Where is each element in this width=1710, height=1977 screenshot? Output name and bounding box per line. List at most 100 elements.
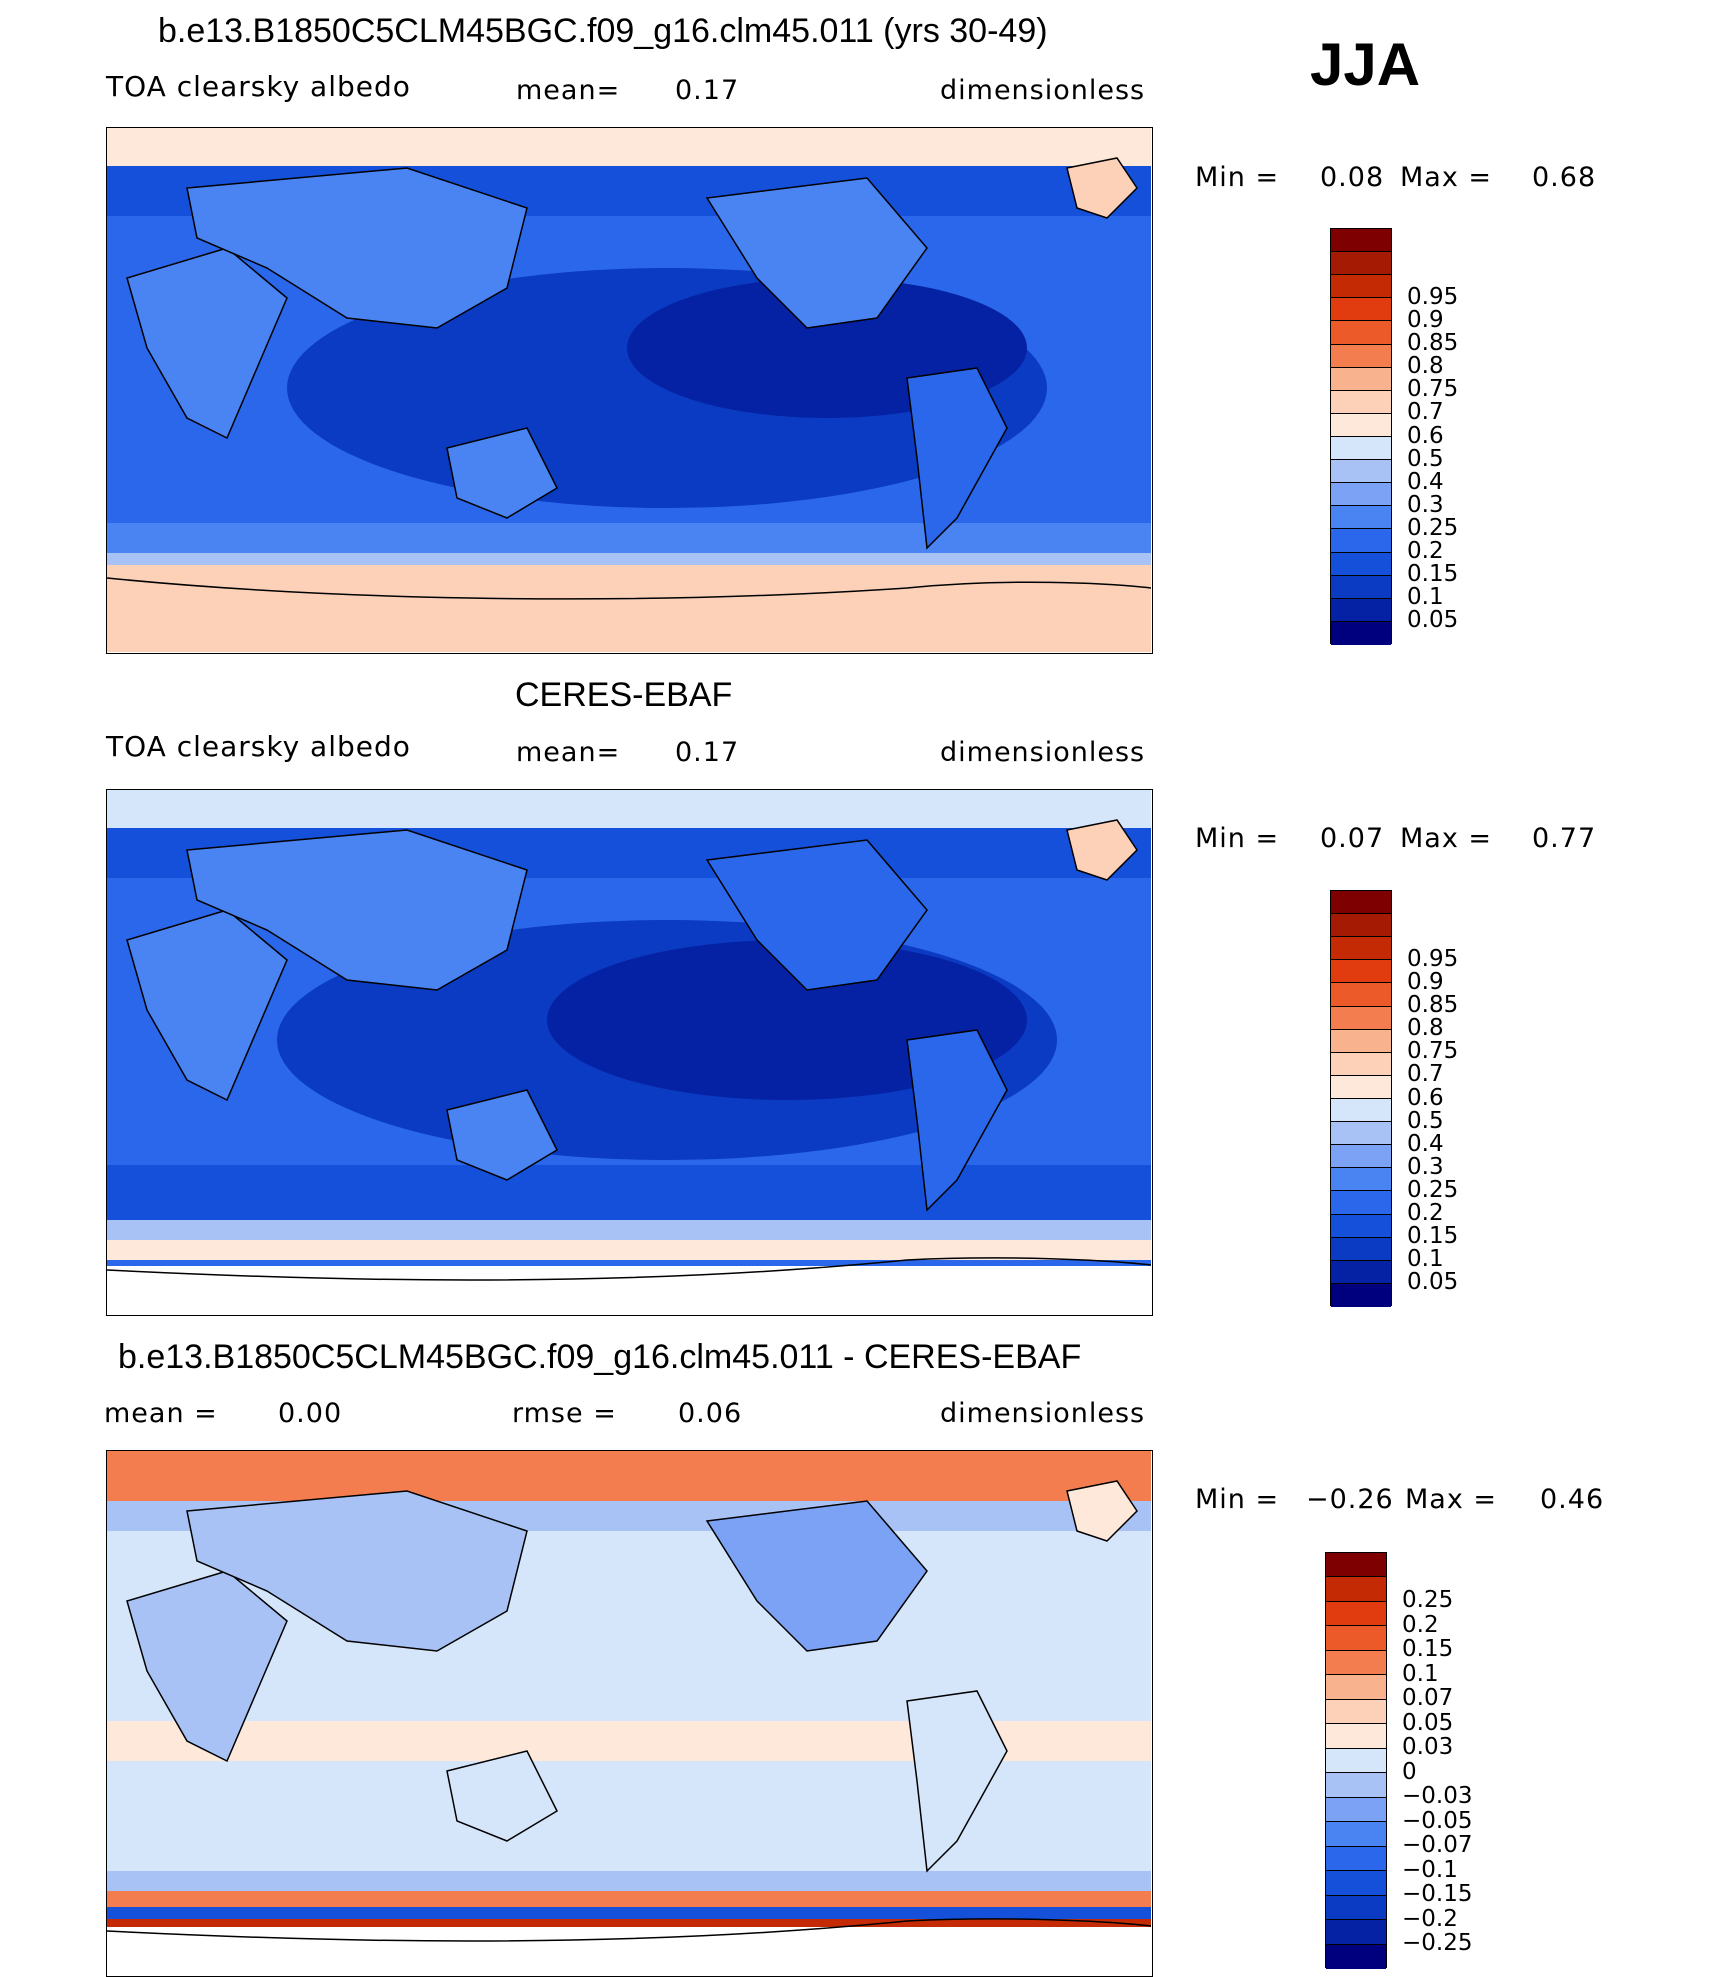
australia (446, 427, 558, 519)
north-america (705, 839, 928, 991)
colorbar-tick-label: 0.05 (1407, 607, 1459, 634)
colorbar (1330, 228, 1392, 645)
colorbar-box (1326, 1724, 1386, 1749)
colorbar-tick-label: 0.95 (1407, 283, 1459, 310)
north-america (705, 177, 928, 329)
colorbar-box (1331, 1260, 1391, 1284)
colorbar-tick-label: −0.03 (1402, 1783, 1473, 1810)
colorbar-tick-label: 0.07 (1402, 1685, 1454, 1712)
colorbar-tick-label: 0.85 (1407, 330, 1459, 357)
colorbar-box (1326, 1601, 1386, 1627)
colorbar-tick-label: 0.5 (1407, 445, 1444, 472)
colorbar-tick-label: 0.2 (1407, 1200, 1444, 1227)
colorbar-box (1326, 1895, 1386, 1921)
australia (446, 1089, 558, 1181)
colorbar-tick-label: −0.07 (1402, 1832, 1473, 1859)
colorbar-tick-label: 0.7 (1407, 399, 1444, 426)
colorbar-box (1326, 1871, 1386, 1896)
colorbar-box (1326, 1577, 1386, 1602)
colorbar-tick-label: 0.25 (1407, 1176, 1459, 1203)
colorbar-box (1331, 298, 1391, 322)
obs-map (106, 789, 1153, 1316)
colorbar-box (1331, 937, 1391, 961)
colorbar-box (1331, 598, 1391, 622)
colorbar-box (1331, 229, 1391, 253)
sea-ice-edge (107, 553, 1151, 565)
greenland (1066, 1480, 1138, 1542)
colorbar-box (1331, 506, 1391, 530)
colorbar-box (1331, 1075, 1391, 1099)
case-title: b.e13.B1850C5CLM45BGC.f09_g16.clm45.011 … (158, 12, 1048, 50)
colorbar-tick-label: 0.15 (1407, 1223, 1459, 1250)
eurasia (186, 167, 528, 329)
colorbar-box (1326, 1797, 1386, 1823)
eurasia (186, 829, 528, 991)
colorbar-tick-label: 0.3 (1407, 491, 1444, 518)
colorbar-box (1326, 1944, 1386, 1969)
colorbar-tick-label: 0.4 (1407, 1130, 1444, 1157)
variable-label: TOA clearsky albedo (106, 70, 411, 103)
colorbar-box (1331, 552, 1391, 576)
south-america (906, 1029, 1008, 1212)
colorbar-box (1331, 413, 1391, 437)
model-map (106, 127, 1153, 654)
colorbar-tick-label: 0.1 (1407, 584, 1444, 611)
colorbar-tick-label: −0.1 (1402, 1856, 1458, 1883)
colorbar-box (1331, 1052, 1391, 1076)
colorbar-tick-label: 0.75 (1407, 1038, 1459, 1065)
min-value: −0.26 (1306, 1484, 1394, 1515)
colorbar-tick-label: 0.25 (1402, 1587, 1454, 1614)
colorbar-box (1331, 575, 1391, 599)
colorbar-tick-label: 0.85 (1407, 992, 1459, 1019)
south-america (906, 1690, 1008, 1873)
colorbar-tick-label: 0.05 (1407, 1269, 1459, 1296)
antarctic-low-band (107, 1907, 1151, 1919)
north-america (705, 1500, 928, 1652)
colorbar-tick-label: 0.15 (1402, 1636, 1454, 1663)
colorbar-tick-label: 0.9 (1407, 306, 1444, 333)
colorbar-tick-label: 0.25 (1407, 514, 1459, 541)
southern-ocean-band (107, 1871, 1151, 1891)
colorbar-box (1331, 621, 1391, 645)
colorbar-labels: 0.95 0.9 0.85 0.8 0.75 0.7 0.6 0.5 0.4 0.3 0.25 0.2… (1407, 890, 1507, 1306)
colorbar-box (1331, 983, 1391, 1007)
africa (126, 1570, 288, 1763)
season-label: JJA (1310, 31, 1421, 98)
difference-map (106, 1450, 1153, 1977)
min-value: 0.07 (1320, 823, 1385, 854)
max-label: Max = (1400, 162, 1493, 193)
colorbar-box (1331, 1283, 1391, 1307)
units-label: dimensionless (940, 1398, 1146, 1429)
min-label: Min = (1195, 1484, 1280, 1515)
colorbar-box (1331, 367, 1391, 391)
north-pacific-low (547, 940, 1027, 1100)
colorbar-tick-label: 0.5 (1407, 1107, 1444, 1134)
colorbar-tick-label: 0.2 (1407, 538, 1444, 565)
colorbar-box (1331, 1168, 1391, 1192)
colorbar-box (1331, 390, 1391, 414)
colorbar-box (1331, 914, 1391, 938)
colorbar-box (1326, 1699, 1386, 1725)
antarctic-band (107, 565, 1151, 652)
colorbar-box (1326, 1773, 1386, 1798)
antarctic-band (107, 1240, 1151, 1260)
colorbar-tick-label: 0.1 (1407, 1246, 1444, 1273)
greenland (1066, 157, 1138, 219)
arctic-band (107, 1451, 1151, 1501)
colorbar-tick-label: 0.3 (1407, 1153, 1444, 1180)
variable-label: TOA clearsky albedo (106, 730, 411, 763)
antarctica-coast (107, 1918, 1151, 1942)
antarctica-coast (107, 1257, 1151, 1281)
colorbar-box (1331, 275, 1391, 299)
colorbar-box (1326, 1920, 1386, 1945)
min-value: 0.08 (1320, 162, 1385, 193)
mean-label: mean= (516, 737, 621, 768)
rmse-value: 0.06 (678, 1398, 743, 1429)
colorbar-tick-label: −0.15 (1402, 1881, 1473, 1908)
colorbar-tick-label: 0.7 (1407, 1061, 1444, 1088)
min-label: Min = (1195, 162, 1280, 193)
colorbar-box (1326, 1748, 1386, 1774)
colorbar-tick-label: 0.6 (1407, 1084, 1444, 1111)
colorbar-tick-label: 0.2 (1402, 1611, 1439, 1638)
mean-value: 0.17 (675, 75, 740, 106)
